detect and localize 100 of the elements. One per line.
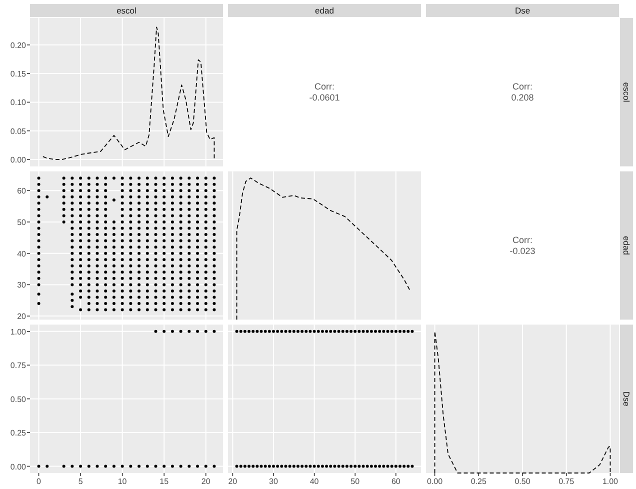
point [37, 208, 40, 211]
point [154, 220, 158, 224]
point [204, 189, 208, 192]
point [104, 220, 108, 224]
point [204, 176, 208, 180]
point [204, 283, 208, 286]
point [129, 214, 132, 218]
y-tick-label: 0.25 [10, 428, 27, 438]
point [70, 214, 74, 218]
point [37, 176, 40, 180]
point [79, 176, 82, 180]
point [154, 189, 158, 192]
point [179, 289, 182, 292]
point [146, 296, 149, 299]
point [196, 252, 200, 255]
point [129, 302, 132, 306]
point [79, 189, 82, 192]
point [112, 220, 116, 224]
y-tick-label: 0.00 [10, 155, 27, 164]
point [104, 252, 108, 255]
point [179, 202, 182, 205]
point [196, 202, 200, 205]
point [154, 270, 158, 274]
point [179, 246, 182, 249]
point [129, 176, 132, 180]
point [104, 189, 108, 192]
text: -0.023 [510, 246, 536, 256]
point [212, 289, 216, 292]
point [204, 270, 208, 274]
point [196, 182, 200, 186]
point [96, 195, 99, 198]
point [87, 289, 90, 292]
point [37, 233, 40, 236]
point [96, 283, 99, 286]
point [170, 233, 174, 236]
point [204, 233, 208, 236]
point [37, 252, 40, 255]
point [212, 308, 216, 312]
point [146, 252, 149, 255]
point [96, 239, 99, 242]
point [170, 246, 174, 249]
point [162, 189, 166, 192]
point [62, 189, 66, 192]
point [212, 195, 216, 198]
point [37, 283, 40, 286]
point [204, 182, 208, 186]
point [129, 202, 132, 205]
point [138, 233, 141, 236]
point [96, 189, 99, 192]
point [37, 226, 40, 230]
point [112, 270, 116, 274]
point [188, 195, 191, 198]
point [204, 226, 208, 230]
point [212, 246, 216, 249]
point [62, 176, 66, 180]
point [129, 246, 132, 249]
point [79, 195, 82, 198]
point [129, 208, 132, 211]
point [70, 189, 74, 192]
point [79, 252, 82, 255]
point [179, 276, 182, 280]
point [70, 176, 74, 180]
point [138, 258, 141, 262]
point [146, 258, 149, 262]
point [120, 283, 124, 286]
x-tick-label: 5 [78, 477, 84, 486]
point [196, 258, 200, 262]
point [87, 189, 90, 192]
x-tick-label: 0 [36, 477, 42, 486]
point [154, 202, 158, 205]
point [112, 283, 116, 286]
point [162, 308, 166, 312]
point [79, 296, 82, 299]
point [37, 239, 40, 242]
text: 0.208 [511, 92, 534, 103]
point [104, 226, 108, 230]
point [96, 308, 99, 312]
point [129, 270, 132, 274]
point [96, 302, 99, 306]
point [79, 226, 82, 230]
x-tick-label: 15 [160, 477, 170, 486]
point [112, 289, 116, 292]
point [162, 270, 166, 274]
point [120, 189, 124, 192]
point [146, 182, 149, 186]
y-tick-label: 0.75 [10, 361, 27, 370]
point [96, 233, 99, 236]
point [196, 208, 200, 211]
point [154, 226, 158, 230]
point [70, 195, 74, 198]
point [37, 302, 40, 306]
point [196, 195, 200, 198]
point [37, 292, 40, 296]
point [96, 296, 99, 299]
point [104, 270, 108, 274]
point [96, 270, 99, 274]
point [196, 283, 200, 286]
point [154, 208, 158, 211]
point [104, 176, 108, 180]
x-tick-label: 50 [350, 477, 360, 486]
